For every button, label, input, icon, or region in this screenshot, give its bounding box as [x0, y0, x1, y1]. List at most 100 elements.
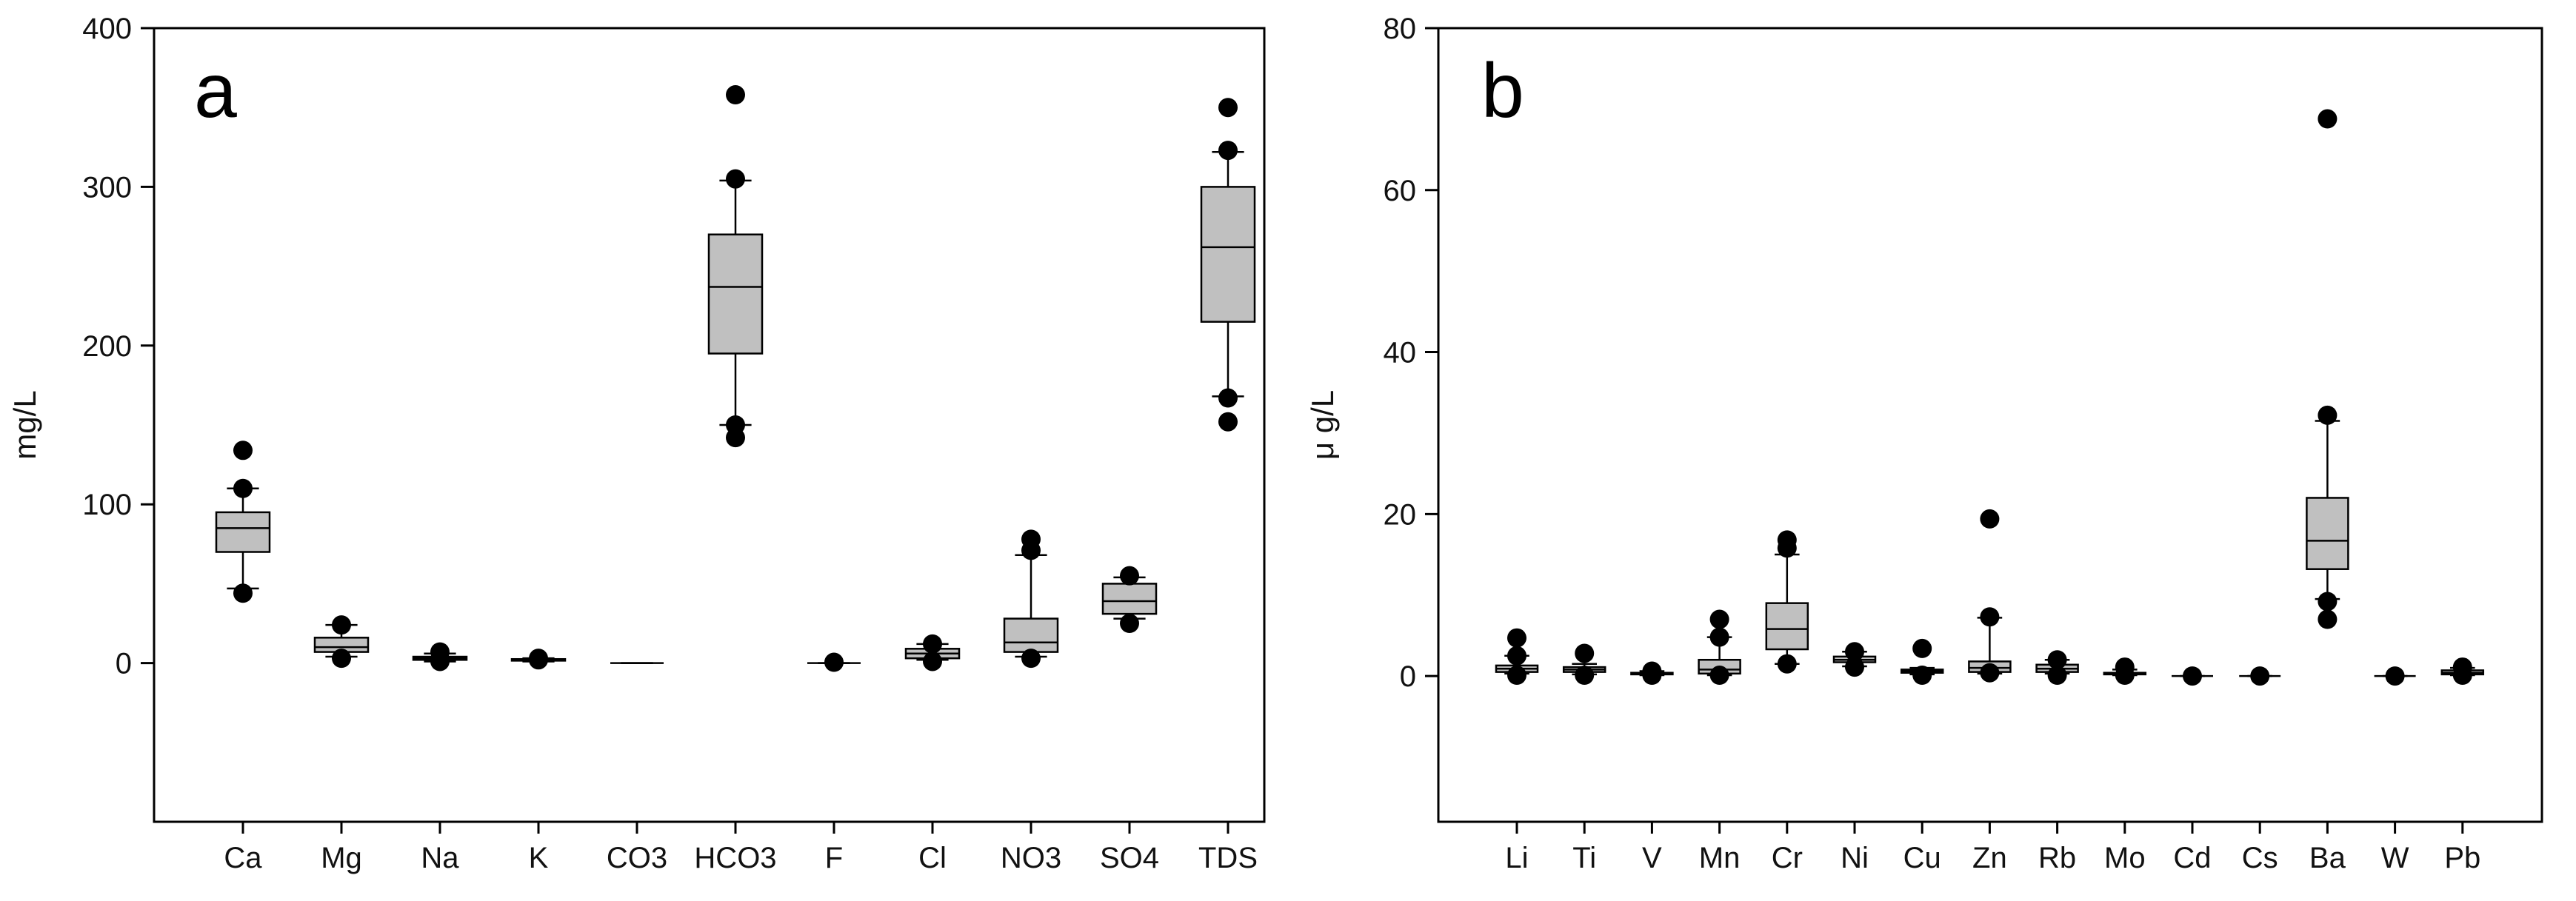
outlier-point	[2183, 666, 2202, 686]
outlier-point	[2318, 405, 2338, 425]
outlier-point	[233, 441, 253, 460]
outlier-point	[1120, 566, 1139, 586]
x-tick-label: Zn	[1972, 842, 2007, 874]
outlier-point	[233, 478, 253, 498]
y-axis-label: μ g/L	[1305, 390, 1340, 460]
outlier-point	[1218, 98, 1238, 118]
x-tick-label: Na	[421, 842, 459, 874]
outlier-point	[1709, 627, 1729, 647]
x-tick-label: SO4	[1100, 842, 1159, 874]
y-tick-label: 200	[82, 330, 132, 363]
outlier-point	[726, 169, 745, 189]
x-tick-label: Mg	[321, 842, 362, 874]
outlier-point	[1575, 643, 1595, 663]
outlier-point	[1709, 609, 1729, 629]
outlier-point	[1777, 530, 1797, 550]
x-tick-label: Ni	[1841, 842, 1869, 874]
y-axis-label: mg/L	[7, 390, 42, 459]
outlier-point	[1642, 661, 1662, 681]
outlier-point	[1777, 654, 1797, 674]
outlier-point	[1980, 663, 2000, 683]
outlier-point	[1218, 412, 1238, 432]
outlier-point	[1912, 666, 1932, 686]
y-tick-label: 400	[82, 13, 132, 45]
x-tick-label: Pb	[2444, 842, 2480, 874]
outlier-point	[2047, 666, 2067, 686]
panel-b: 0 20 40 60 80 μ g/L b Li Ti V Mn Cr Ni Cu Zn Rb Mo Cd Cs Ba…	[1305, 13, 2543, 874]
x-tick-label: W	[2381, 842, 2409, 874]
x-tick-label: CO3	[607, 842, 667, 874]
x-tick-label: Mo	[2104, 842, 2146, 874]
outlier-point	[1709, 666, 1729, 686]
x-tick-label: V	[1642, 842, 1662, 874]
outlier-point	[1845, 657, 1864, 677]
outlier-point	[1507, 628, 1526, 648]
outlier-point	[1120, 614, 1139, 633]
outlier-point	[332, 649, 351, 669]
outlier-point	[923, 652, 942, 671]
x-tick-label: K	[529, 842, 549, 874]
x-tick-label: Ba	[2309, 842, 2346, 874]
box-iqr	[707, 233, 764, 355]
outlier-point	[1021, 529, 1041, 549]
outlier-point	[430, 642, 450, 662]
box-iqr	[1003, 617, 1059, 653]
x-tick-label: Li	[1505, 842, 1528, 874]
x-tick-label: Ti	[1572, 842, 1596, 874]
outlier-point	[1218, 388, 1238, 408]
outlier-point	[2250, 666, 2270, 686]
outlier-point	[2318, 592, 2338, 612]
outlier-point	[1507, 646, 1526, 666]
outlier-point	[2115, 657, 2135, 677]
outlier-point	[2318, 109, 2338, 129]
outlier-point	[1980, 509, 2000, 529]
outlier-point	[233, 583, 253, 603]
x-tick-label: Cl	[918, 842, 947, 874]
x-tick-label: Cs	[2242, 842, 2278, 874]
x-tick-label: Mn	[1699, 842, 1741, 874]
outlier-point	[1507, 666, 1526, 686]
outlier-point	[1980, 607, 2000, 627]
box-iqr	[2306, 497, 2349, 570]
box-iqr	[215, 511, 271, 553]
y-tick-label: 40	[1384, 337, 1417, 369]
x-tick-label: Cd	[2173, 842, 2211, 874]
outlier-point	[923, 634, 942, 654]
outlier-point	[2047, 650, 2067, 670]
y-tick-label: 60	[1384, 175, 1417, 207]
outlier-point	[726, 415, 745, 435]
y-tick-label: 300	[82, 171, 132, 204]
x-tick-label: Cr	[1772, 842, 1803, 874]
y-tick-label: 0	[1400, 660, 1416, 693]
box-iqr	[1765, 602, 1809, 651]
x-tick-label: Cu	[1903, 842, 1941, 874]
y-tick-label: 20	[1384, 498, 1417, 531]
x-tick-label: Rb	[2038, 842, 2076, 874]
y-tick-label: 100	[82, 489, 132, 521]
outlier-point	[529, 649, 548, 669]
outlier-point	[824, 652, 844, 672]
x-tick-label: Ca	[224, 842, 262, 874]
panel-label: a	[194, 48, 237, 134]
panel-a: 0 100 200 300 400 mg/L a Ca Mg Na K CO3 HCO3 F Cl NO3 SO…	[7, 13, 1266, 874]
x-tick-label: NO3	[1001, 842, 1061, 874]
outlier-point	[726, 85, 745, 105]
plot-frame	[1437, 27, 2543, 823]
y-tick-label: 0	[116, 648, 132, 680]
outlier-point	[332, 615, 351, 635]
outlier-point	[1912, 638, 1932, 658]
outlier-point	[1021, 649, 1041, 669]
outlier-point	[1218, 141, 1238, 161]
x-tick-label: TDS	[1198, 842, 1258, 874]
box-iqr	[1101, 583, 1158, 615]
outlier-point	[1575, 666, 1595, 686]
outlier-point	[2385, 666, 2405, 686]
y-tick-label: 80	[1384, 13, 1417, 45]
box-iqr	[1200, 186, 1256, 323]
panel-label: b	[1481, 48, 1524, 134]
outlier-point	[2452, 657, 2472, 677]
x-tick-label: F	[825, 842, 843, 874]
plot-frame	[153, 27, 1266, 823]
outlier-point	[1845, 642, 1864, 662]
